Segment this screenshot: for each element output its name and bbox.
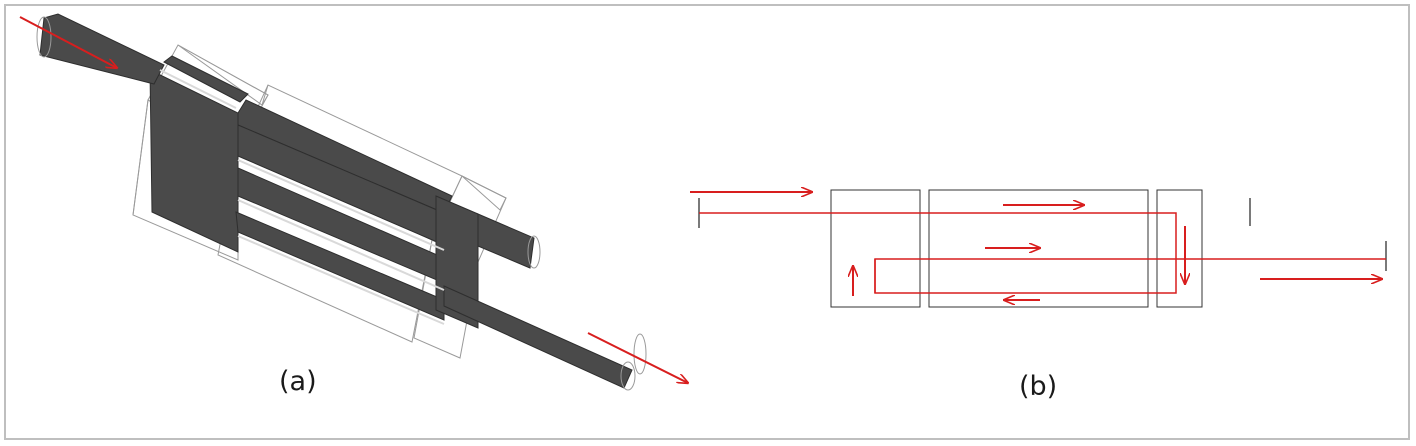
panel-b-caption: (b): [1019, 371, 1058, 402]
schematic-box-center: [928, 189, 1149, 308]
lead-end-caps: [36, 16, 647, 391]
current-path: [699, 212, 1386, 294]
output-current-arrow: [587, 332, 688, 383]
schematic-box-left: [830, 189, 921, 308]
panel-b-schematic: [690, 189, 1387, 308]
conductor-body: [39, 13, 633, 389]
schematic-box-right: [1156, 189, 1203, 308]
input-current-arrow: [19, 16, 117, 68]
direction-arrows: [690, 192, 1382, 300]
conductor-edges: [159, 69, 445, 325]
panel-a-3d-model: [19, 13, 688, 391]
panel-a-caption: (a): [279, 366, 317, 397]
